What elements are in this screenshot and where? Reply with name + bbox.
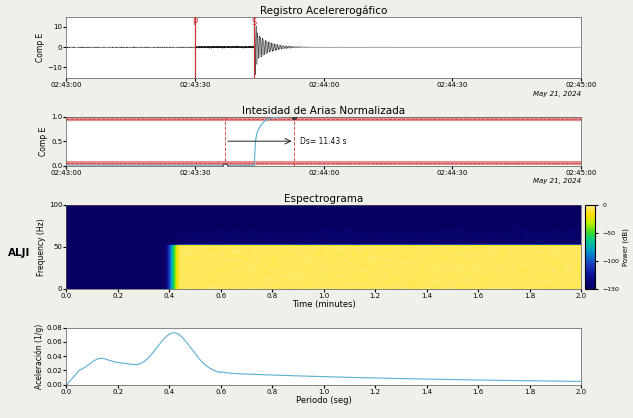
Text: May 21, 2024: May 21, 2024: [533, 178, 581, 184]
Text: Ds= 11.43 s: Ds= 11.43 s: [299, 137, 346, 145]
Y-axis label: Frequency (Hz): Frequency (Hz): [37, 218, 46, 275]
Y-axis label: Comp E: Comp E: [35, 33, 45, 62]
Y-axis label: Comp E: Comp E: [39, 127, 48, 156]
Text: S: S: [252, 18, 257, 27]
Y-axis label: Power (dB): Power (dB): [622, 228, 629, 266]
X-axis label: Periodo (seg): Periodo (seg): [296, 396, 352, 405]
Text: ALJI: ALJI: [8, 248, 30, 258]
Title: Espectrograma: Espectrograma: [284, 194, 363, 204]
X-axis label: Time (minutes): Time (minutes): [292, 301, 356, 309]
Text: P: P: [192, 18, 197, 27]
Text: May 21, 2024: May 21, 2024: [533, 91, 581, 97]
Title: Registro Acelererogáfico: Registro Acelererogáfico: [260, 5, 387, 16]
Y-axis label: Aceleración (1/g): Aceleración (1/g): [34, 324, 44, 389]
Title: Intesidad de Arias Normalizada: Intesidad de Arias Normalizada: [242, 106, 405, 116]
